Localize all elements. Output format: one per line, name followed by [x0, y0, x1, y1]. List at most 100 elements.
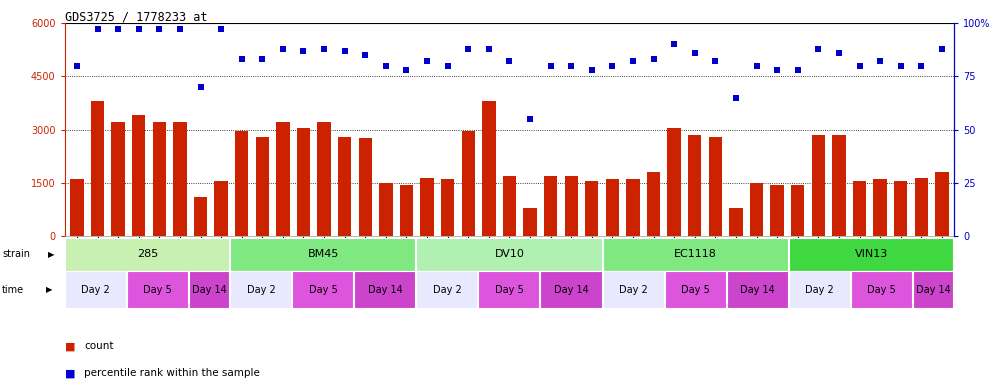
- Bar: [338, 137, 351, 236]
- Text: ■: ■: [65, 341, 76, 351]
- Text: ▶: ▶: [48, 250, 55, 259]
- Bar: [132, 115, 145, 236]
- Point: [913, 63, 929, 69]
- Point: [790, 67, 806, 73]
- Text: Day 2: Day 2: [82, 285, 110, 295]
- Point: [151, 26, 167, 33]
- Bar: [173, 122, 187, 236]
- Text: count: count: [84, 341, 114, 351]
- Point: [172, 26, 188, 33]
- Bar: [90, 101, 104, 236]
- Bar: [461, 131, 475, 236]
- Text: Day 5: Day 5: [681, 285, 710, 295]
- Bar: [441, 179, 454, 236]
- Bar: [647, 172, 660, 236]
- Text: DV10: DV10: [494, 249, 525, 260]
- Point: [234, 56, 249, 62]
- Bar: [853, 181, 866, 236]
- Text: strain: strain: [2, 249, 30, 260]
- Text: Day 5: Day 5: [495, 285, 524, 295]
- Bar: [709, 137, 722, 236]
- Text: Day 2: Day 2: [805, 285, 834, 295]
- Point: [872, 58, 888, 65]
- Text: EC1118: EC1118: [674, 249, 717, 260]
- Text: Day 2: Day 2: [433, 285, 462, 295]
- Text: Day 14: Day 14: [554, 285, 588, 295]
- Text: 285: 285: [137, 249, 158, 260]
- Text: Day 14: Day 14: [192, 285, 227, 295]
- Bar: [503, 176, 516, 236]
- Bar: [730, 208, 743, 236]
- Point: [275, 46, 291, 52]
- Bar: [749, 183, 763, 236]
- Text: Day 5: Day 5: [309, 285, 338, 295]
- Bar: [832, 135, 846, 236]
- Bar: [111, 122, 125, 236]
- Point: [295, 48, 311, 54]
- Bar: [215, 181, 228, 236]
- Point: [337, 48, 353, 54]
- Bar: [379, 183, 393, 236]
- Point: [810, 46, 826, 52]
- Point: [213, 26, 229, 33]
- Point: [646, 56, 662, 62]
- Point: [110, 26, 126, 33]
- Text: Day 2: Day 2: [247, 285, 275, 295]
- Bar: [585, 181, 598, 236]
- Bar: [812, 135, 825, 236]
- Bar: [482, 101, 496, 236]
- Bar: [668, 128, 681, 236]
- Bar: [626, 179, 640, 236]
- Bar: [935, 172, 948, 236]
- Point: [378, 63, 394, 69]
- Text: ■: ■: [65, 368, 76, 378]
- Bar: [791, 185, 804, 236]
- Point: [893, 63, 909, 69]
- Point: [399, 67, 414, 73]
- Bar: [297, 128, 310, 236]
- Point: [131, 26, 147, 33]
- Text: Day 14: Day 14: [368, 285, 403, 295]
- Bar: [688, 135, 702, 236]
- Bar: [420, 177, 433, 236]
- Bar: [317, 122, 331, 236]
- Point: [193, 84, 209, 90]
- Point: [564, 63, 580, 69]
- Bar: [874, 179, 887, 236]
- Point: [852, 63, 868, 69]
- Bar: [523, 208, 537, 236]
- Bar: [276, 122, 289, 236]
- Point: [357, 52, 373, 58]
- Point: [769, 67, 785, 73]
- Bar: [255, 137, 269, 236]
- Bar: [544, 176, 558, 236]
- Text: GDS3725 / 1778233_at: GDS3725 / 1778233_at: [65, 10, 207, 23]
- Point: [543, 63, 559, 69]
- Bar: [894, 181, 908, 236]
- Point: [748, 63, 764, 69]
- Bar: [194, 197, 207, 236]
- Text: Day 5: Day 5: [143, 285, 172, 295]
- Point: [419, 58, 435, 65]
- Point: [460, 46, 476, 52]
- Text: VIN13: VIN13: [855, 249, 888, 260]
- Text: Day 14: Day 14: [916, 285, 951, 295]
- Point: [604, 63, 620, 69]
- Point: [481, 46, 497, 52]
- Bar: [400, 185, 414, 236]
- Bar: [605, 179, 619, 236]
- Point: [708, 58, 724, 65]
- Point: [583, 67, 599, 73]
- Bar: [359, 139, 372, 236]
- Point: [501, 58, 517, 65]
- Point: [831, 50, 847, 56]
- Point: [625, 58, 641, 65]
- Point: [687, 50, 703, 56]
- Text: Day 5: Day 5: [868, 285, 897, 295]
- Point: [316, 46, 332, 52]
- Bar: [153, 122, 166, 236]
- Text: Day 14: Day 14: [741, 285, 775, 295]
- Text: BM45: BM45: [307, 249, 339, 260]
- Point: [522, 116, 538, 122]
- Bar: [770, 185, 784, 236]
